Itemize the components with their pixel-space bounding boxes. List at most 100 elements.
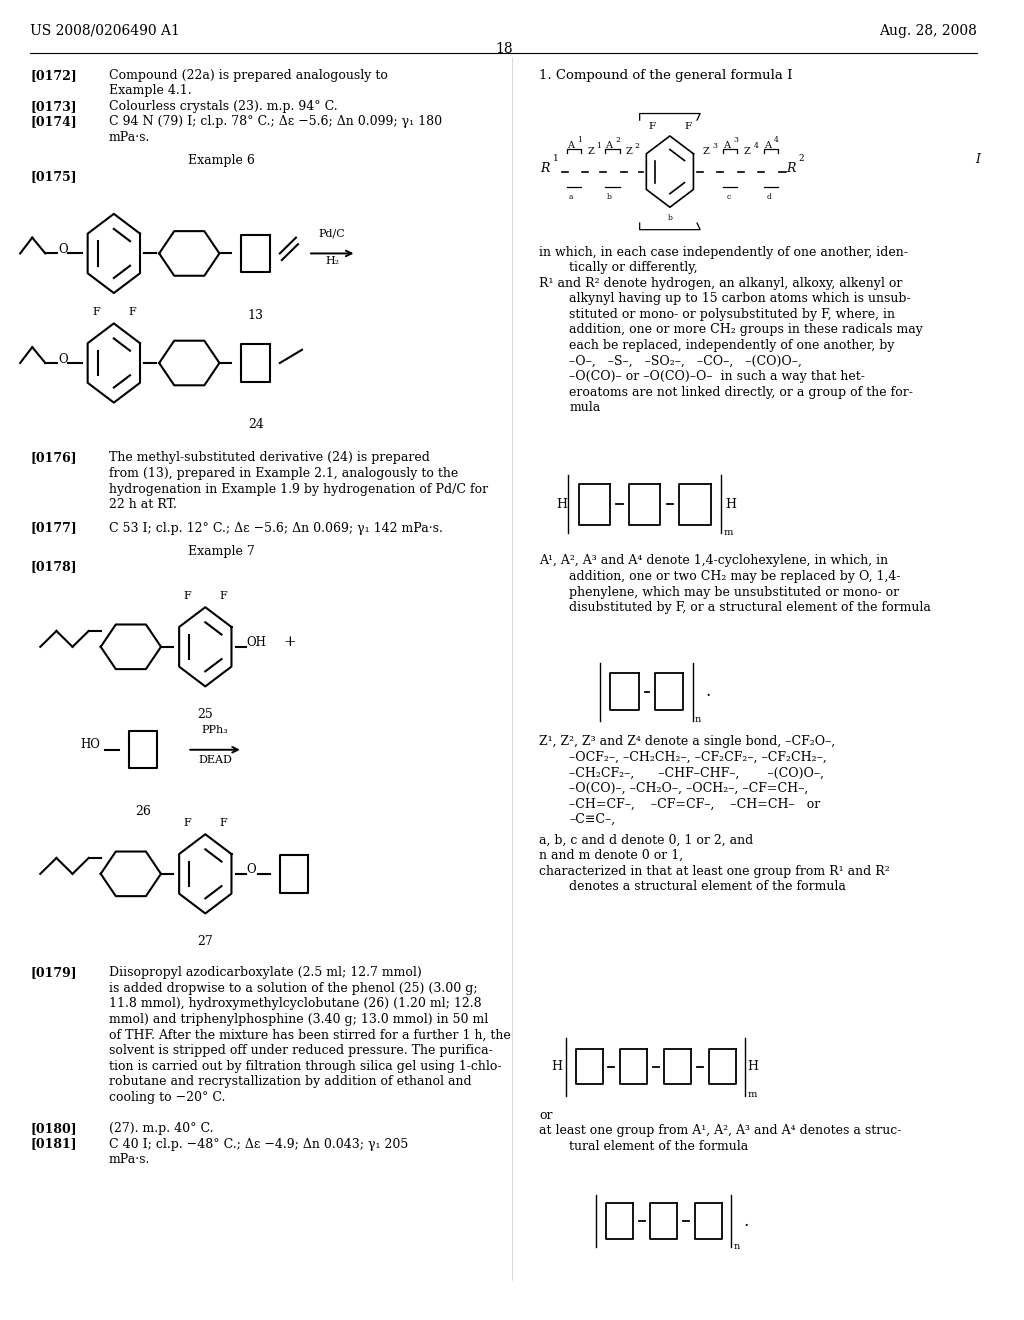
Text: n and m denote 0 or 1,: n and m denote 0 or 1, — [539, 849, 683, 862]
Text: Z: Z — [743, 147, 751, 156]
Text: R¹ and R² denote hydrogen, an alkanyl, alkoxy, alkenyl or: R¹ and R² denote hydrogen, an alkanyl, a… — [539, 277, 902, 289]
Text: 18: 18 — [495, 42, 512, 57]
Text: mmol) and triphenylphosphine (3.40 g; 13.0 mmol) in 50 ml: mmol) and triphenylphosphine (3.40 g; 13… — [109, 1012, 488, 1026]
Text: H: H — [551, 1060, 562, 1073]
Text: C 94 N (79) I; cl.p. 78° C.; Δε −5.6; Δn 0.099; γ₁ 180: C 94 N (79) I; cl.p. 78° C.; Δε −5.6; Δn… — [109, 115, 442, 128]
Text: 4: 4 — [754, 143, 759, 150]
Text: [0180]: [0180] — [31, 1122, 77, 1135]
Text: [0174]: [0174] — [31, 115, 77, 128]
Text: in which, in each case independently of one another, iden-: in which, in each case independently of … — [539, 246, 908, 259]
Text: 25: 25 — [198, 708, 213, 721]
Text: tically or differently,: tically or differently, — [569, 261, 697, 275]
Text: phenylene, which may be unsubstituted or mono- or: phenylene, which may be unsubstituted or… — [569, 586, 899, 598]
Text: H: H — [556, 498, 567, 511]
Text: I: I — [975, 153, 980, 166]
Text: 27: 27 — [198, 935, 213, 948]
Text: Diisopropyl azodicarboxylate (2.5 ml; 12.7 mmol): Diisopropyl azodicarboxylate (2.5 ml; 12… — [109, 966, 422, 979]
Text: a: a — [569, 193, 573, 201]
Text: F: F — [183, 590, 191, 601]
Text: –CH=CF–,    –CF=CF–,    –CH=CH–   or: –CH=CF–, –CF=CF–, –CH=CH– or — [569, 797, 820, 810]
Text: .: . — [706, 684, 711, 700]
Text: PPh₃: PPh₃ — [202, 725, 228, 735]
Text: d: d — [766, 193, 771, 201]
Text: 1: 1 — [578, 136, 582, 144]
Text: Compound (22a) is prepared analogously to: Compound (22a) is prepared analogously t… — [109, 69, 388, 82]
Text: –O(CO)– or –O(CO)–O–  in such a way that het-: –O(CO)– or –O(CO)–O– in such a way that … — [569, 370, 865, 383]
Text: 3: 3 — [733, 136, 738, 144]
Text: –OCF₂–, –CH₂CH₂–, –CF₂CF₂–, –CF₂CH₂–,: –OCF₂–, –CH₂CH₂–, –CF₂CF₂–, –CF₂CH₂–, — [569, 751, 827, 764]
Text: mPa·s.: mPa·s. — [109, 1154, 151, 1166]
Text: 13: 13 — [248, 309, 263, 322]
Text: H: H — [748, 1060, 759, 1073]
Text: disubstituted by F, or a structural element of the formula: disubstituted by F, or a structural elem… — [569, 601, 931, 614]
Text: [0178]: [0178] — [31, 561, 77, 573]
Text: +: + — [284, 635, 297, 648]
Text: US 2008/0206490 A1: US 2008/0206490 A1 — [31, 24, 180, 38]
Text: A¹, A², A³ and A⁴ denote 1,4-cyclohexylene, in which, in: A¹, A², A³ and A⁴ denote 1,4-cyclohexyle… — [539, 554, 888, 568]
Text: 2: 2 — [615, 136, 621, 144]
Text: [0179]: [0179] — [31, 966, 77, 979]
Text: 26: 26 — [135, 805, 151, 818]
Text: –C≡C–,: –C≡C–, — [569, 813, 615, 826]
Text: solvent is stripped off under reduced pressure. The purifica-: solvent is stripped off under reduced pr… — [109, 1044, 493, 1057]
Text: tural element of the formula: tural element of the formula — [569, 1140, 749, 1152]
Text: [0173]: [0173] — [31, 100, 77, 112]
Text: –O–,   –S–,   –SO₂–,   –CO–,   –(CO)O–,: –O–, –S–, –SO₂–, –CO–, –(CO)O–, — [569, 355, 802, 367]
Text: mPa·s.: mPa·s. — [109, 131, 151, 144]
Text: F: F — [128, 306, 136, 317]
Text: characterized in that at least one group from R¹ and R²: characterized in that at least one group… — [539, 865, 890, 878]
Text: The methyl-substituted derivative (24) is prepared: The methyl-substituted derivative (24) i… — [109, 451, 430, 465]
Text: A: A — [764, 141, 771, 150]
Text: addition, one or more CH₂ groups in these radicals may: addition, one or more CH₂ groups in thes… — [569, 323, 923, 337]
Text: Colourless crystals (23). m.p. 94° C.: Colourless crystals (23). m.p. 94° C. — [109, 100, 338, 112]
Text: n: n — [733, 1242, 739, 1251]
Text: b: b — [607, 193, 612, 201]
Text: Z: Z — [588, 147, 594, 156]
Text: tion is carried out by filtration through silica gel using 1-chlo-: tion is carried out by filtration throug… — [109, 1060, 502, 1073]
Text: Pd/C: Pd/C — [318, 228, 345, 239]
Text: each be replaced, independently of one another, by: each be replaced, independently of one a… — [569, 339, 895, 352]
Text: [0175]: [0175] — [31, 170, 77, 183]
Text: alkynyl having up to 15 carbon atoms which is unsub-: alkynyl having up to 15 carbon atoms whi… — [569, 292, 910, 305]
Text: O: O — [247, 863, 256, 876]
Text: F: F — [183, 817, 191, 828]
Text: A: A — [605, 141, 612, 150]
Text: is added dropwise to a solution of the phenol (25) (3.00 g;: is added dropwise to a solution of the p… — [109, 982, 477, 995]
Text: 22 h at RT.: 22 h at RT. — [109, 498, 177, 511]
Text: 2: 2 — [799, 154, 805, 162]
Text: (27). m.p. 40° C.: (27). m.p. 40° C. — [109, 1122, 213, 1135]
Text: [0181]: [0181] — [31, 1138, 77, 1151]
Text: R: R — [785, 162, 795, 176]
Text: O: O — [58, 352, 68, 366]
Text: OH: OH — [247, 636, 266, 649]
Text: Z: Z — [702, 147, 709, 156]
Text: H: H — [725, 498, 736, 511]
Text: 1: 1 — [596, 143, 601, 150]
Text: eroatoms are not linked directly, or a group of the for-: eroatoms are not linked directly, or a g… — [569, 385, 913, 399]
Text: .: . — [743, 1213, 749, 1229]
Text: F: F — [684, 121, 691, 131]
Text: –O(CO)–, –CH₂O–, –OCH₂–, –CF=CH–,: –O(CO)–, –CH₂O–, –OCH₂–, –CF=CH–, — [569, 781, 808, 795]
Text: at least one group from A¹, A², A³ and A⁴ denotes a struc-: at least one group from A¹, A², A³ and A… — [539, 1125, 901, 1138]
Text: C 53 I; cl.p. 12° C.; Δε −5.6; Δn 0.069; γ₁ 142 mPa·s.: C 53 I; cl.p. 12° C.; Δε −5.6; Δn 0.069;… — [109, 521, 442, 535]
Text: 1: 1 — [553, 154, 559, 162]
Text: stituted or mono- or polysubstituted by F, where, in: stituted or mono- or polysubstituted by … — [569, 308, 895, 321]
Text: robutane and recrystallization by addition of ethanol and: robutane and recrystallization by additi… — [109, 1076, 471, 1088]
Text: 24: 24 — [248, 418, 263, 432]
Text: A: A — [723, 141, 730, 150]
Text: –CH₂CF₂–,      –CHF–CHF–,       –(CO)O–,: –CH₂CF₂–, –CHF–CHF–, –(CO)O–, — [569, 767, 824, 779]
Text: R: R — [540, 162, 549, 176]
Text: from (13), prepared in Example 2.1, analogously to the: from (13), prepared in Example 2.1, anal… — [109, 467, 458, 480]
Text: c: c — [726, 193, 730, 201]
Text: HO: HO — [81, 738, 100, 751]
Text: [0177]: [0177] — [31, 521, 77, 535]
Text: [0172]: [0172] — [31, 69, 77, 82]
Text: Z: Z — [626, 147, 633, 156]
Text: Aug. 28, 2008: Aug. 28, 2008 — [880, 24, 977, 38]
Text: F: F — [92, 306, 99, 317]
Text: F: F — [648, 121, 655, 131]
Text: Example 6: Example 6 — [188, 154, 255, 168]
Text: [0176]: [0176] — [31, 451, 77, 465]
Text: m: m — [723, 528, 732, 537]
Text: F: F — [219, 590, 227, 601]
